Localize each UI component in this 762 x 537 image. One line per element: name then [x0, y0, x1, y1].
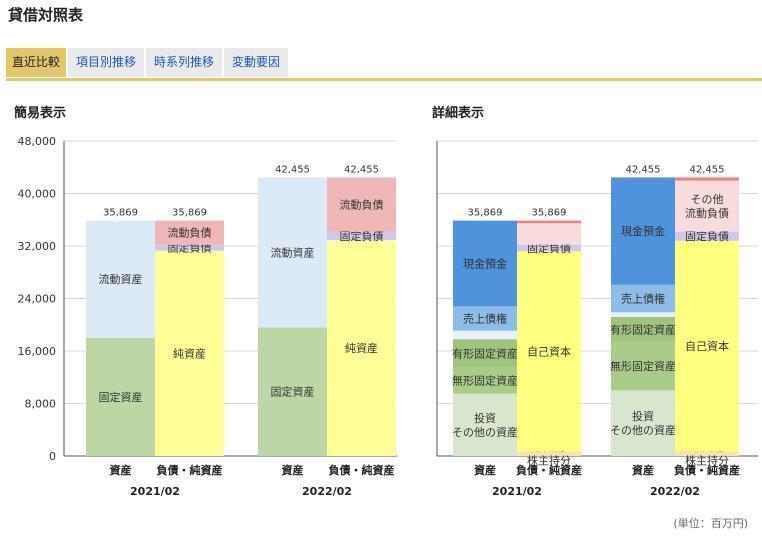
simple-chart-title: 簡易表示 [14, 106, 67, 121]
bar-total-label: 42,455 [275, 164, 310, 175]
period-label: 2022/02 [302, 485, 352, 498]
bar-segment [86, 220, 155, 338]
segment-label: 流動資産 [99, 272, 143, 286]
segment-label: 流動負債 [685, 206, 729, 220]
segment-label: 固定負債 [340, 229, 384, 243]
bar-segment [611, 177, 675, 285]
y-tick-label: 24,000 [18, 293, 57, 306]
period-label: 2022/02 [650, 485, 700, 498]
bar-segment [327, 231, 396, 241]
bar-segment [517, 220, 581, 224]
bar-category-label: 負債・純資産 [329, 463, 395, 477]
segment-label: 固定負債 [685, 229, 729, 243]
y-tick-label: 8,000 [25, 398, 57, 411]
bar-total-label: 42,455 [626, 164, 661, 175]
bar-total-label: 42,455 [344, 164, 379, 175]
tab-bar: 直近比較 項目別推移 時系列推移 変動要因 [6, 48, 762, 81]
bar-total-label: 35,869 [172, 208, 207, 219]
segment-label: 純資産 [173, 347, 206, 360]
bar-segment [611, 312, 675, 317]
bar-total-label: 42,455 [690, 164, 725, 175]
bar-category-label: 負債・純資産 [516, 463, 582, 477]
bar-segment [611, 284, 675, 313]
segment-label: 無形固定資産 [452, 374, 518, 388]
bar-segment [453, 220, 517, 307]
detail-chart-title: 詳細表示 [432, 106, 485, 121]
bar-segment [453, 367, 517, 394]
segment-label: 無形固定資産 [610, 359, 676, 373]
segment-label: 自己資本 [685, 339, 729, 353]
segment-label: 流動負債 [168, 226, 212, 240]
segment-label: 売上債権 [463, 312, 507, 326]
tab-item-trend[interactable]: 項目別推移 [68, 48, 144, 77]
segment-label: その他の資産 [452, 426, 518, 439]
bar-category-label: 資産 [632, 463, 654, 477]
bar-segment [675, 231, 739, 241]
segment-label: 株主持分 [685, 454, 729, 468]
bar-segment [675, 240, 739, 452]
segment-label: 有形固定資産 [452, 346, 518, 360]
bar-segment [258, 177, 327, 328]
y-tick-label: 0 [49, 450, 56, 463]
segment-label: 純資産 [345, 342, 378, 355]
y-tick-label: 16,000 [18, 345, 57, 358]
bar-segment [327, 240, 396, 456]
bar-segment [517, 244, 581, 252]
segment-label: 流動資産 [271, 245, 315, 259]
tab-change-factors[interactable]: 変動要因 [224, 48, 288, 77]
bar-segment [155, 220, 224, 245]
bar-segment [155, 244, 224, 251]
period-label: 2021/02 [130, 485, 180, 498]
bar-segment [453, 339, 517, 368]
y-tick-label: 48,000 [18, 135, 57, 148]
bar-category-label: 負債・純資産 [674, 463, 740, 477]
segment-label: 自己資本 [527, 344, 571, 358]
segment-label: 有形固定資産 [610, 322, 676, 336]
segment-label: 固定資産 [99, 390, 143, 404]
bar-total-label: 35,869 [532, 208, 567, 219]
segment-label: 現金預金 [621, 224, 665, 238]
bar-category-label: 資産 [474, 463, 496, 477]
y-tick-label: 40,000 [18, 188, 57, 201]
segment-label: 固定資産 [271, 385, 315, 399]
bar-segment [675, 177, 739, 181]
bar-segment [675, 451, 739, 456]
bar-segment [517, 451, 581, 456]
page-title: 貸借対照表 [8, 6, 84, 24]
bar-segment [327, 177, 396, 232]
segment-label: 投資 [474, 411, 496, 425]
bar-segment [86, 337, 155, 456]
bar-segment [517, 251, 581, 452]
unit-note: (単位：百万円) [673, 517, 748, 530]
bar-segment [675, 180, 739, 232]
segment-label: 流動負債 [340, 197, 384, 211]
bar-category-label: 資産 [110, 463, 132, 477]
bar-category-label: 資産 [282, 463, 304, 477]
y-tick-label: 32,000 [18, 240, 57, 253]
bar-segment [611, 390, 675, 456]
segment-label: 投資 [632, 409, 654, 423]
bar-segment [258, 327, 327, 456]
bar-segment [517, 223, 581, 245]
segment-label: その他の資産 [610, 424, 676, 437]
bar-segment [453, 306, 517, 331]
segment-label: その他 [691, 193, 724, 206]
tab-time-series[interactable]: 時系列推移 [146, 48, 222, 77]
segment-label: 現金預金 [463, 256, 507, 270]
bar-segment [453, 393, 517, 456]
bar-category-label: 負債・純資産 [157, 463, 223, 477]
bar-segment [453, 330, 517, 340]
bar-total-label: 35,869 [103, 208, 138, 219]
bar-total-label: 35,869 [468, 208, 503, 219]
segment-label: 売上債権 [621, 292, 665, 306]
bar-segment [155, 250, 224, 456]
tab-recent-comparison[interactable]: 直近比較 [6, 48, 66, 77]
period-label: 2021/02 [492, 485, 542, 498]
segment-label: 株主持分 [527, 454, 571, 468]
bar-segment [611, 316, 675, 342]
bar-segment [611, 341, 675, 391]
